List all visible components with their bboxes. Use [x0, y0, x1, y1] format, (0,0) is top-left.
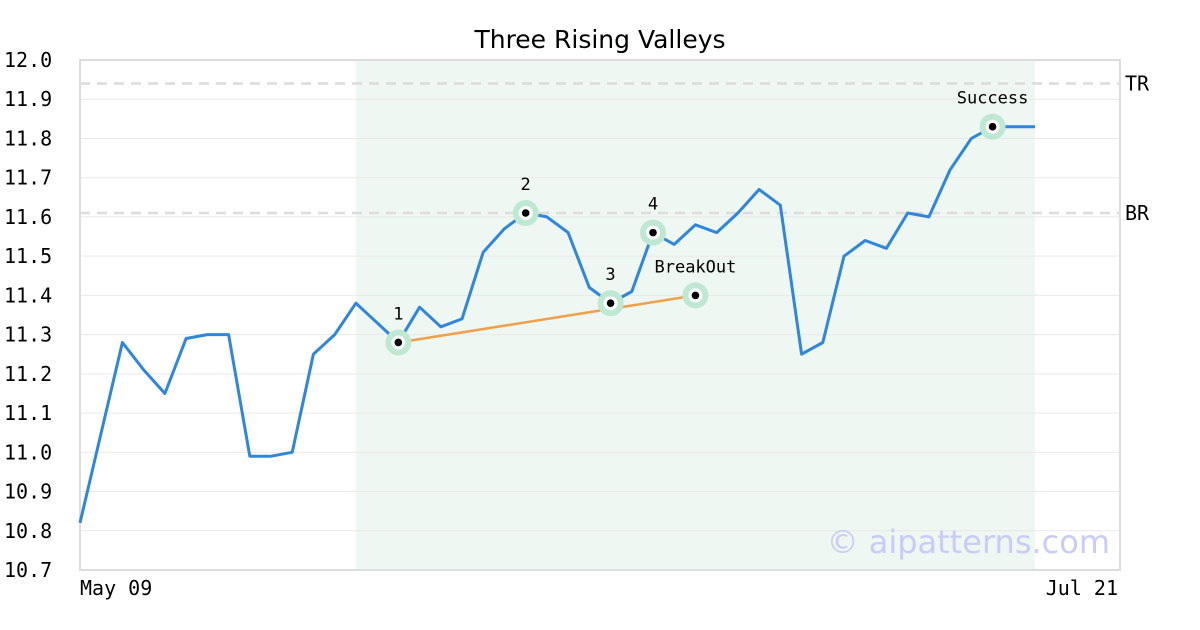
reference-line-label: BR — [1125, 201, 1150, 225]
chart-title: Three Rising Valleys — [473, 25, 725, 54]
y-tick-label: 11.6 — [4, 205, 52, 229]
annotation-point — [691, 291, 700, 300]
x-tick-label: Jul 21 — [1046, 576, 1118, 600]
y-tick-label: 11.9 — [4, 87, 52, 111]
plot-frame — [79, 59, 1121, 571]
trend-line — [398, 294, 696, 344]
y-axis-ticks: 10.7 10.8 10.9 11.0 11.1 11.2 11.3 11.4 11.5 11.6… — [4, 48, 52, 582]
watermark: © aipatterns.com — [827, 523, 1110, 561]
y-tick-label: 10.9 — [4, 480, 52, 504]
reference-line-label: TR — [1125, 72, 1150, 96]
annotation-point — [988, 122, 997, 131]
y-tick-label: 10.7 — [4, 558, 52, 582]
annotations: 1 2 3 4 BreakOut Success — [385, 89, 1028, 356]
price-line — [78, 125, 1035, 524]
y-tick-label: 11.8 — [4, 126, 52, 150]
annotation-label: 2 — [521, 175, 531, 195]
y-tick-label: 10.8 — [4, 519, 52, 543]
x-axis-ticks: May 09 Jul 21 — [80, 576, 1118, 600]
annotation-point — [521, 209, 530, 217]
annotation-label: BreakOut — [654, 257, 736, 277]
y-tick-label: 11.4 — [4, 283, 52, 307]
annotation-point — [649, 228, 657, 237]
annotation-label: Success — [957, 89, 1029, 109]
y-tick-label: 11.2 — [4, 362, 52, 386]
annotation-point — [394, 338, 403, 347]
y-tick-label: 11.0 — [4, 440, 52, 464]
y-tick-label: 11.7 — [4, 166, 52, 190]
annotation-label: 4 — [648, 195, 658, 215]
annotation-label: 1 — [393, 304, 403, 324]
annotation-point — [606, 299, 615, 308]
pattern-region — [355, 60, 1035, 570]
y-tick-label: 11.3 — [4, 323, 52, 347]
annotation-label: 3 — [605, 265, 615, 285]
reference-lines: TR BR — [80, 72, 1150, 225]
x-tick-label: May 09 — [80, 576, 152, 600]
y-tick-label: 11.1 — [4, 401, 52, 425]
y-tick-label: 11.5 — [4, 244, 52, 268]
y-tick-label: 12.0 — [4, 48, 52, 72]
